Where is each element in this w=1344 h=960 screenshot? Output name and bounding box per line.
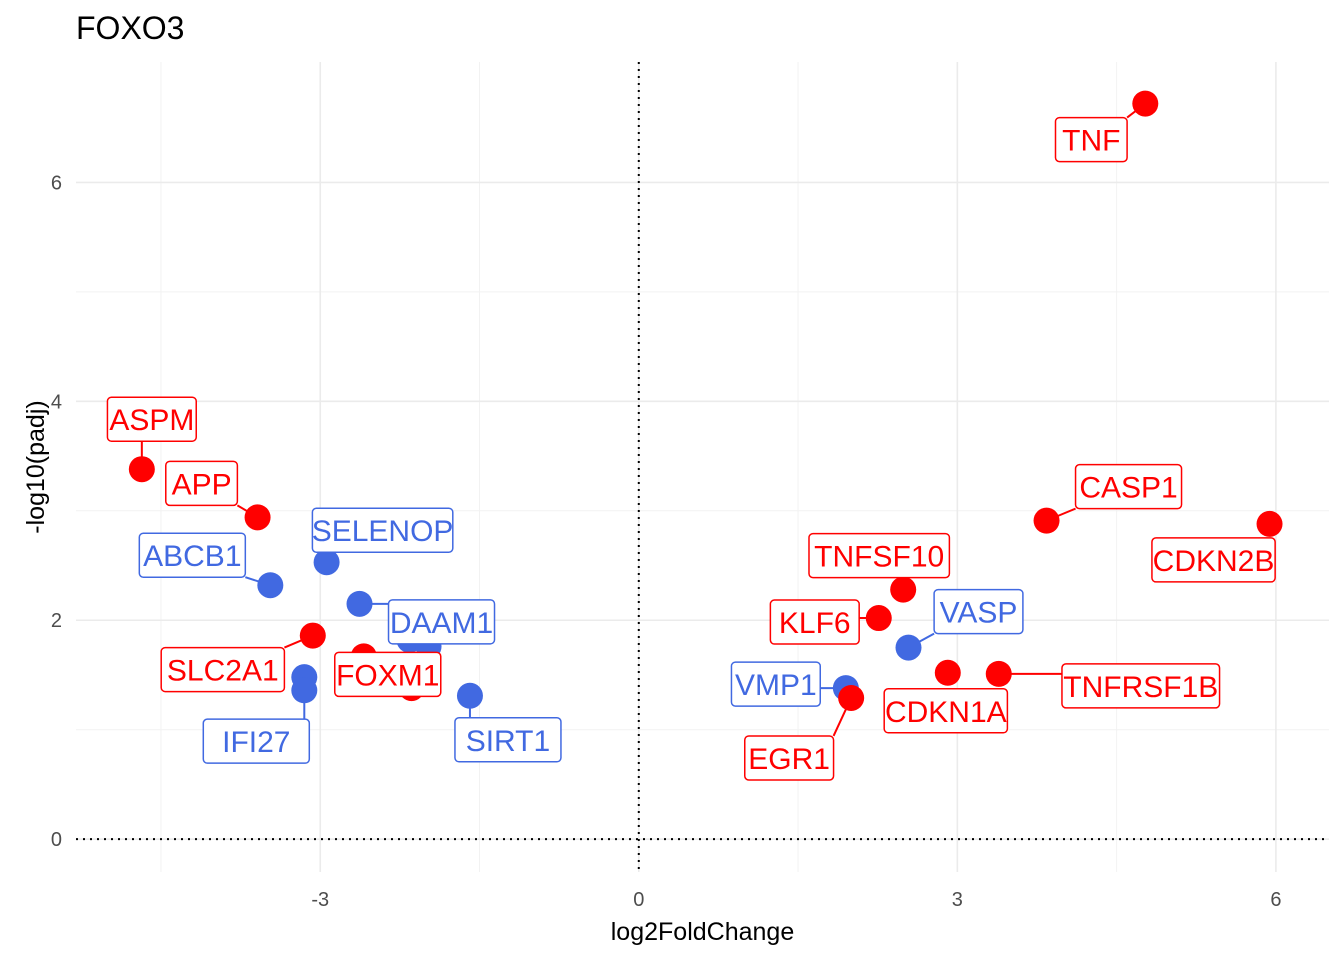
- gene-label-klf6: KLF6: [769, 599, 860, 645]
- label-box: [1054, 116, 1128, 163]
- x-tick-label: 6: [1270, 889, 1281, 911]
- label-text: VMP1: [735, 669, 817, 702]
- y-tick-label: 4: [51, 391, 62, 413]
- gene-label-egr1: EGR1: [744, 735, 835, 781]
- label-text: TNFSF10: [814, 541, 944, 574]
- data-point-selenop: [313, 549, 340, 576]
- data-point-aspm: [128, 456, 155, 483]
- label-box: [202, 718, 311, 764]
- data-point-tnf: [1132, 90, 1159, 117]
- data-point-vasp: [895, 634, 922, 661]
- label-box: [1074, 463, 1183, 510]
- label-box: [1151, 537, 1276, 583]
- label-box: [744, 735, 835, 781]
- label-text: KLF6: [779, 607, 851, 640]
- data-point: [291, 677, 318, 704]
- gene-label-abcb1: ABCB1: [138, 532, 247, 578]
- axes: -3 0 3 6 0 2 4 6 log2FoldChange -log10(padj): [22, 172, 1281, 946]
- gene-label-tnf: TNF: [1054, 116, 1128, 163]
- gene-label-sirt1: SIRT1: [454, 717, 562, 763]
- label-box: [769, 599, 860, 645]
- label-leaders: [140, 102, 1146, 737]
- label-text: ASPM: [109, 404, 194, 437]
- label-box: [165, 460, 239, 507]
- label-text: CDKN1A: [885, 696, 1007, 729]
- gene-label-tnfrsf1b: TNFRSF1B: [1061, 663, 1221, 709]
- data-point-klf6: [865, 605, 892, 632]
- label-box: [883, 688, 1009, 734]
- gene-label-vasp: VASP: [933, 588, 1024, 635]
- label-box: [387, 599, 496, 645]
- label-text: VASP: [940, 597, 1018, 630]
- reference-lines: [76, 62, 1329, 872]
- data-point-slc2a1: [299, 622, 326, 649]
- gene-labels: ASPM APP ABCB1 SELENOP DAAM1 SLC2A1 FOXM1 IFI27…: [106, 116, 1276, 781]
- gene-label-casp1: CASP1: [1074, 463, 1183, 510]
- gene-label-cdkn1a: CDKN1A: [883, 688, 1009, 734]
- data-point-cdkn2b: [1256, 510, 1283, 537]
- label-text: CDKN2B: [1153, 545, 1275, 578]
- x-tick-label: 0: [633, 889, 644, 911]
- x-tick-label: -3: [311, 889, 329, 911]
- label-text: ABCB1: [143, 540, 241, 573]
- label-text: TNF: [1062, 125, 1120, 158]
- y-tick-label: 2: [51, 610, 62, 632]
- data-point-cdkn1a: [934, 659, 961, 686]
- label-text: TNFRSF1B: [1063, 671, 1218, 704]
- label-box: [730, 661, 822, 707]
- gene-label-tnfsf10: TNFSF10: [808, 532, 951, 579]
- gene-label-vmp1: VMP1: [730, 661, 822, 707]
- data-point-tnfsf10: [890, 576, 917, 603]
- label-box: [808, 532, 951, 579]
- y-tick-label: 0: [51, 829, 62, 851]
- label-text: SELENOP: [312, 515, 454, 548]
- label-text: SLC2A1: [167, 655, 279, 688]
- data-point-sirt1: [456, 682, 483, 709]
- label-text: SIRT1: [466, 725, 550, 758]
- label-text: FOXM1: [336, 659, 439, 692]
- data-point-tnfrsf1b: [985, 660, 1012, 687]
- gene-label-aspm: ASPM: [106, 396, 197, 442]
- data-point-egr1: [838, 684, 865, 711]
- data-point-casp1: [1033, 507, 1060, 534]
- gene-label-daam1: DAAM1: [387, 599, 496, 645]
- label-text: APP: [172, 468, 232, 501]
- data-point-abcb1: [257, 572, 284, 599]
- gene-label-selenop: SELENOP: [311, 507, 454, 553]
- label-box: [334, 651, 442, 698]
- y-tick-label: 6: [51, 172, 62, 194]
- gene-label-app: APP: [165, 460, 239, 507]
- label-box: [311, 507, 454, 553]
- label-box: [1061, 663, 1221, 709]
- gene-label-slc2a1: SLC2A1: [160, 646, 286, 693]
- y-axis-title: -log10(padj): [22, 400, 50, 533]
- label-text: CASP1: [1079, 472, 1177, 505]
- gene-label-ifi27: IFI27: [202, 718, 311, 764]
- label-text: IFI27: [222, 726, 290, 759]
- data-point-app: [244, 504, 271, 531]
- label-text: DAAM1: [390, 607, 493, 640]
- data-point-daam1: [346, 590, 373, 617]
- label-box: [933, 588, 1024, 635]
- label-box: [454, 717, 562, 763]
- label-text: EGR1: [748, 743, 830, 776]
- label-box: [138, 532, 247, 578]
- x-tick-label: 3: [952, 889, 963, 911]
- gene-label-foxm1: FOXM1: [334, 651, 442, 698]
- gene-label-cdkn2b: CDKN2B: [1151, 537, 1276, 583]
- x-axis-title: log2FoldChange: [611, 918, 794, 946]
- label-box: [160, 646, 286, 693]
- chart-title: FOXO3: [76, 10, 185, 46]
- label-box: [106, 396, 197, 442]
